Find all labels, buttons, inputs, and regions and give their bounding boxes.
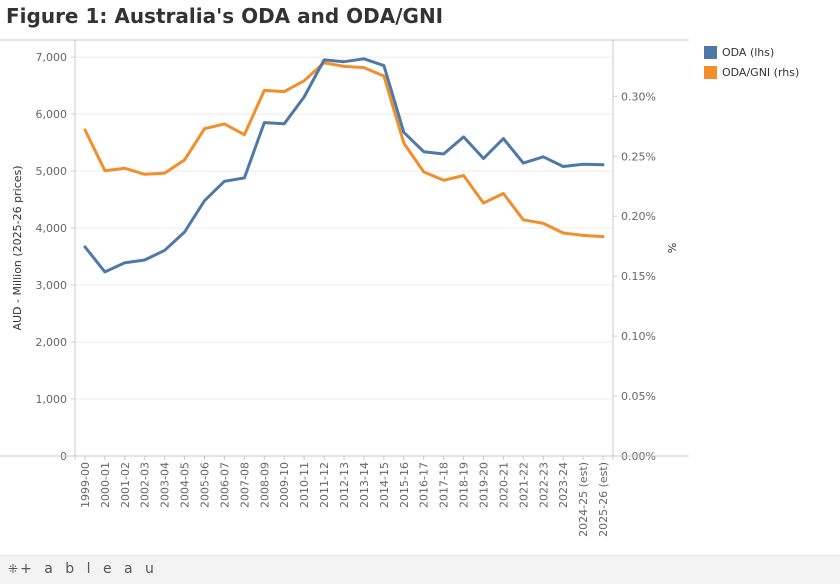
right-axis-tick-label: 0.20% <box>621 210 656 223</box>
x-axis-tick-label: 2005-06 <box>199 462 212 508</box>
legend-item-oda[interactable]: ODA (lhs) <box>704 42 799 62</box>
right-axis-tick-label: 0.25% <box>621 150 656 163</box>
left-axis-tick-label: 4,000 <box>36 222 68 235</box>
footer-bar: ⁜ + a b l e a u <box>0 555 840 584</box>
x-axis-tick-label: 2000-01 <box>99 462 112 508</box>
x-axis-tick-label: 2008-09 <box>258 462 271 508</box>
x-axis-tick-label: 2019-20 <box>477 462 490 508</box>
x-axis-tick-label: 2012-13 <box>338 462 351 508</box>
x-axis-tick-label: 2007-08 <box>238 462 251 508</box>
right-axis-tick-label: 0.05% <box>621 390 656 403</box>
x-axis-tick-label: 2013-14 <box>358 462 371 508</box>
x-axis-tick-label: 2015-16 <box>398 462 411 508</box>
x-axis-tick-label: 2003-04 <box>159 462 172 508</box>
legend-swatch-oda <box>704 45 717 59</box>
page-title: Figure 1: Australia's ODA and ODA/GNI <box>6 4 444 28</box>
tableau-logo-text: + a b l e a u <box>20 561 158 577</box>
x-axis-tick-label: 2018-19 <box>458 462 471 508</box>
left-axis-tick-label: 6,000 <box>36 108 68 121</box>
left-axis-tick-label: 5,000 <box>36 165 68 178</box>
tableau-logo-icon: ⁜ <box>8 562 19 576</box>
legend-item-oda-gni[interactable]: ODA/GNI (rhs) <box>704 62 799 82</box>
x-axis-tick-label: 2017-18 <box>438 462 451 508</box>
x-axis-tick-label: 2014-15 <box>378 462 391 508</box>
left-axis-title: AUD - Million (2025-26 prices) <box>11 165 24 330</box>
right-axis-tick-label: 0.30% <box>621 90 656 103</box>
x-axis-tick-label: 2006-07 <box>218 462 231 508</box>
series-line-oda <box>83 57 605 274</box>
tableau-logo[interactable]: ⁜ + a b l e a u <box>8 561 158 577</box>
x-axis-tick-label: 2020-21 <box>497 462 510 508</box>
x-axis-tick-label: 2023-24 <box>557 462 570 508</box>
x-axis-tick-label: 2009-10 <box>278 462 291 508</box>
x-axis-tick-label: 2021-22 <box>517 462 530 508</box>
left-axis-tick-label: 3,000 <box>36 279 68 292</box>
series-line-oda-gni <box>83 61 605 239</box>
x-axis-tick-label: 2001-02 <box>119 462 132 508</box>
chart-canvas: 01,0002,0003,0004,0005,0006,0007,0000.00… <box>0 39 689 537</box>
x-axis-tick-label: 2010-11 <box>298 462 311 508</box>
x-axis-tick-label: 2022-23 <box>537 462 550 508</box>
legend: ODA (lhs) ODA/GNI (rhs) <box>704 42 799 82</box>
left-axis-tick-label: 7,000 <box>36 51 68 64</box>
right-axis-tick-label: 0.10% <box>621 330 656 343</box>
x-axis-tick-label: 2004-05 <box>179 462 192 508</box>
right-axis-tick-label: 0.15% <box>621 270 656 283</box>
left-axis-tick-label: 2,000 <box>36 336 68 349</box>
left-axis-tick-label: 1,000 <box>36 393 68 406</box>
right-axis-title: % <box>666 243 679 253</box>
x-axis-tick-label: 2025-26 (est) <box>597 462 610 537</box>
x-axis-tick-label: 1999-00 <box>79 462 92 508</box>
x-axis-tick-label: 2002-03 <box>139 462 152 508</box>
x-axis-tick-label: 2011-12 <box>318 462 331 508</box>
legend-label-oda: ODA (lhs) <box>722 45 775 59</box>
x-axis-tick-label: 2016-17 <box>418 462 431 508</box>
legend-swatch-oda-gni <box>704 65 717 79</box>
legend-label-oda-gni: ODA/GNI (rhs) <box>722 65 800 79</box>
x-axis-tick-label: 2024-25 (est) <box>577 462 590 537</box>
